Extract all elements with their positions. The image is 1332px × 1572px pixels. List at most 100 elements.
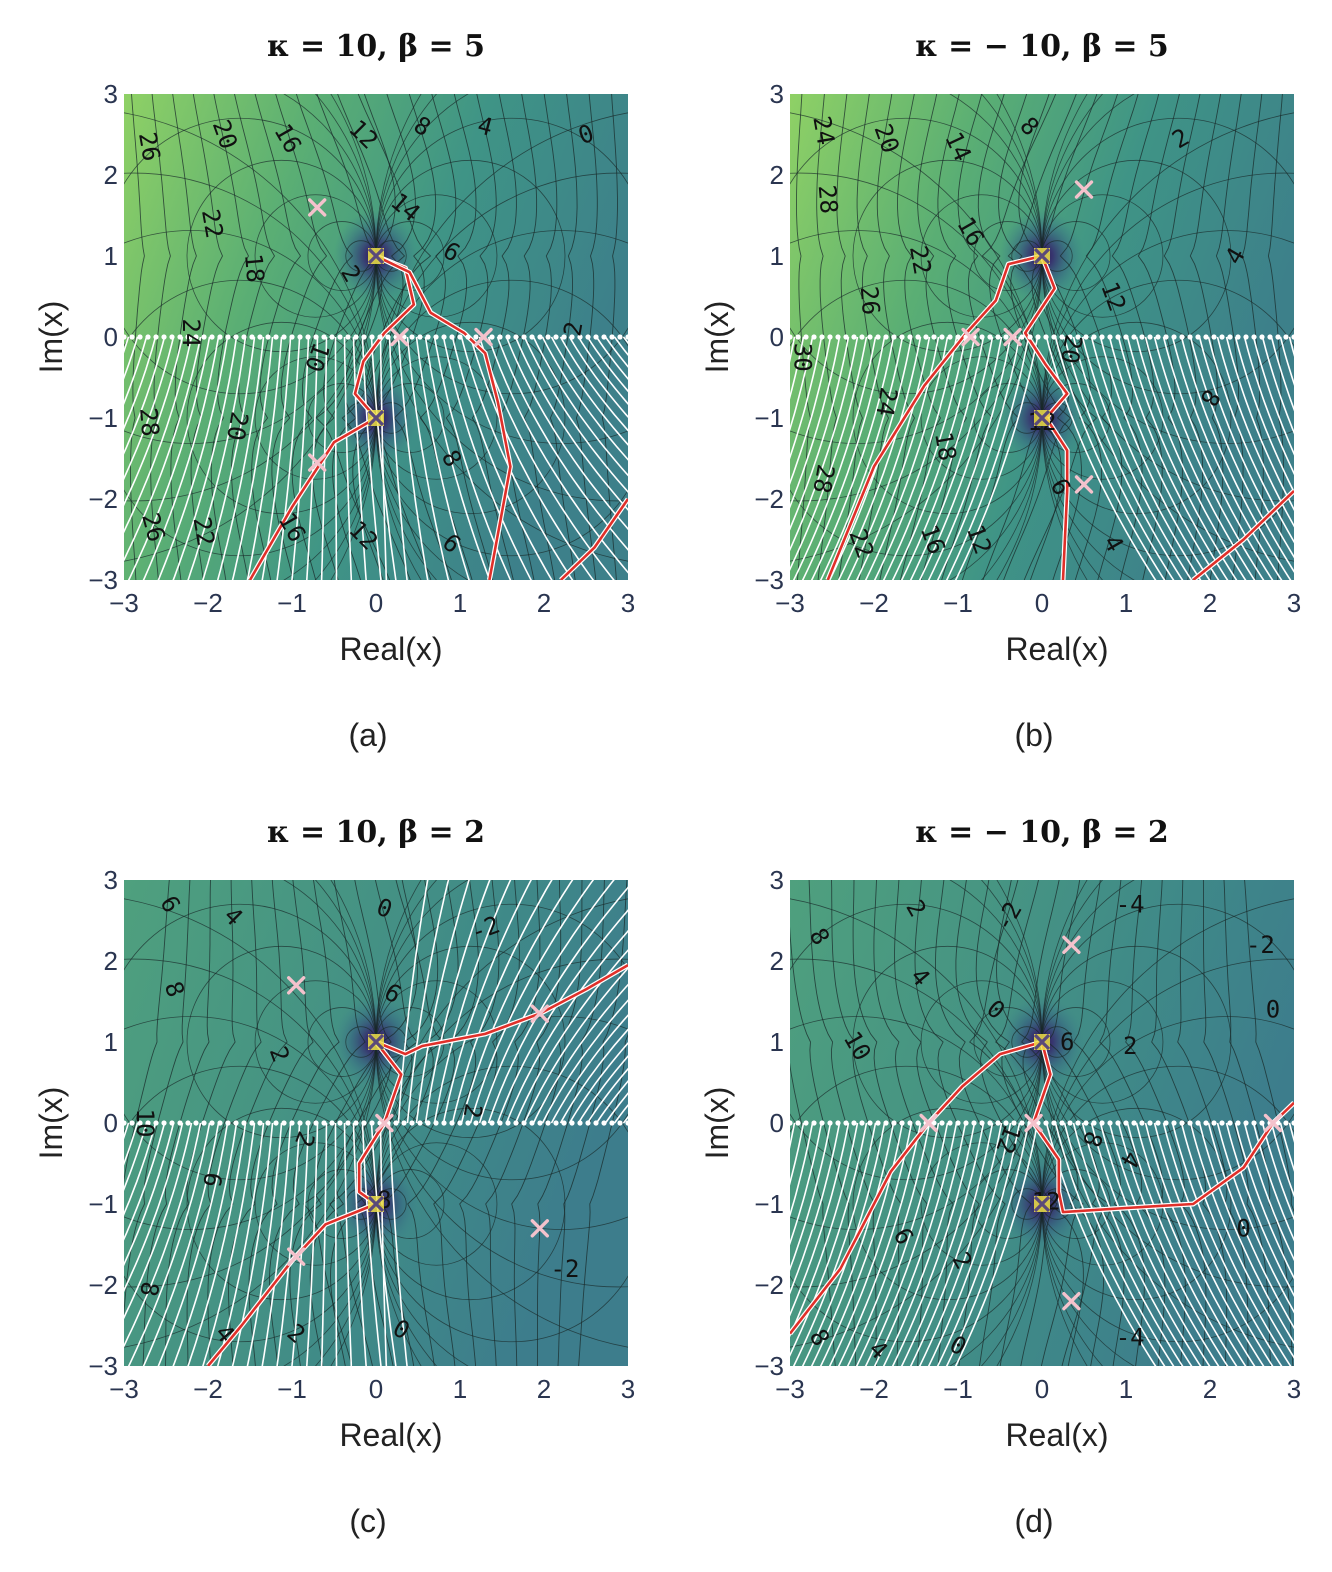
axis-dot: [145, 334, 151, 340]
white-stream-line: [622, 1115, 628, 1124]
axis-dot: [257, 334, 263, 340]
critical-point-marker: [375, 1113, 394, 1133]
contour-value-label: 2: [1123, 1032, 1137, 1060]
white-stream-line: [127, 1122, 211, 1366]
axis-dot: [545, 1120, 551, 1126]
white-stream-line: [320, 1122, 328, 1366]
contour-line: [536, 880, 605, 1366]
y-tick-label: 3: [104, 865, 118, 895]
axis-dot: [337, 1120, 343, 1126]
y-axis-label: Im(x): [33, 301, 69, 374]
critical-point-marker: [1024, 1113, 1043, 1133]
axis-dot: [1283, 334, 1289, 340]
x-tick-label: 0: [1035, 1374, 1049, 1404]
white-stream-line: [819, 336, 904, 580]
white-stream-line: [172, 1122, 238, 1366]
axis-dot: [553, 1120, 559, 1126]
axis-dot: [931, 334, 937, 340]
white-stream-line: [433, 336, 512, 580]
white-stream-line: [1189, 336, 1294, 573]
axis-dot: [867, 334, 873, 340]
critical-point-marker: [1062, 1292, 1081, 1311]
axis-dot: [289, 334, 295, 340]
axis-dot: [1003, 1120, 1009, 1126]
axis-dot: [385, 334, 391, 340]
thimble-curve: [1045, 417, 1069, 580]
axis-dot: [979, 334, 985, 340]
contour-plot-b: 2420148228162242612302024812182862216124…: [699, 29, 1301, 753]
axis-dot: [529, 334, 535, 340]
white-stream-line: [1162, 1122, 1274, 1366]
x-tick-label: −1: [943, 1374, 973, 1404]
white-stream-line: [1207, 336, 1294, 544]
white-stream-line: [790, 336, 868, 571]
contour-line: [981, 94, 1062, 580]
axis-dot: [465, 1120, 471, 1126]
white-stream-line: [1063, 1122, 1175, 1366]
axis-dot: [217, 334, 223, 340]
white-stream-line: [187, 336, 247, 580]
contour-value-label: 18: [929, 430, 962, 463]
axis-dot: [169, 1120, 175, 1126]
axis-dot: [353, 334, 359, 340]
white-stream-line: [577, 336, 628, 405]
x-axis-label: Real(x): [339, 1417, 442, 1453]
contour-line: [796, 94, 811, 580]
x-tick-label: 2: [537, 1374, 551, 1404]
white-stream-line: [388, 336, 408, 580]
y-tick-label: 0: [770, 1108, 784, 1138]
contour-line: [445, 94, 497, 580]
white-stream-line: [918, 1122, 1003, 1366]
white-stream-line: [622, 336, 628, 345]
white-stream-line: [415, 880, 470, 1124]
y-tick-label: −3: [754, 565, 784, 595]
contour-value-label: 22: [904, 243, 937, 276]
axis-dot: [217, 1120, 223, 1126]
axis-dot: [875, 334, 881, 340]
axis-dot: [1171, 1120, 1177, 1126]
white-stream-line: [1288, 336, 1294, 357]
axis-dot: [1051, 334, 1057, 340]
contour-value-label: 26: [133, 130, 166, 163]
white-stream-line: [487, 886, 628, 1124]
axis-dot: [1083, 334, 1089, 340]
white-stream-line: [790, 336, 859, 552]
axis-dot: [193, 334, 199, 340]
white-stream-line: [334, 337, 338, 580]
axis-dot: [1067, 334, 1073, 340]
axis-dot: [201, 334, 207, 340]
axis-dot: [947, 1120, 953, 1126]
white-stream-line: [927, 336, 1012, 580]
axis-dot: [393, 1120, 399, 1126]
x-axis-label: Real(x): [339, 631, 442, 667]
axis-dot: [1115, 334, 1121, 340]
white-stream-line: [415, 336, 470, 580]
white-stream-line: [142, 336, 220, 580]
white-stream-line: [1108, 336, 1220, 580]
x-tick-label: −3: [109, 1374, 139, 1404]
critical-point-marker: [308, 198, 327, 217]
plot-title: κ = − 10, β = 2: [915, 815, 1169, 850]
axes: −3 −2 −1 0 1 2 3 −3 −2 −1 0 1 2 3: [88, 865, 635, 1404]
axis-dot: [161, 1120, 167, 1126]
axis-dot: [931, 1120, 937, 1126]
axis-dot: [409, 334, 415, 340]
axis-dot: [1187, 334, 1193, 340]
pole-marker: [367, 409, 385, 427]
axis-dot: [441, 1120, 447, 1126]
white-stream-line: [810, 336, 895, 580]
axis-dot: [1155, 334, 1161, 340]
white-stream-line: [451, 880, 553, 1124]
axis-dot: [137, 334, 143, 340]
white-stream-line: [1063, 336, 1175, 580]
white-stream-line: [142, 1122, 220, 1366]
axis-dot: [417, 334, 423, 340]
axis-dot: [553, 334, 559, 340]
real-axis-dots: [124, 1120, 628, 1126]
x-tick-label: −2: [859, 1374, 889, 1404]
y-tick-label: 1: [104, 1027, 118, 1057]
axis-dot: [177, 334, 183, 340]
white-stream-line: [352, 336, 367, 580]
white-stream-line: [837, 1122, 922, 1366]
